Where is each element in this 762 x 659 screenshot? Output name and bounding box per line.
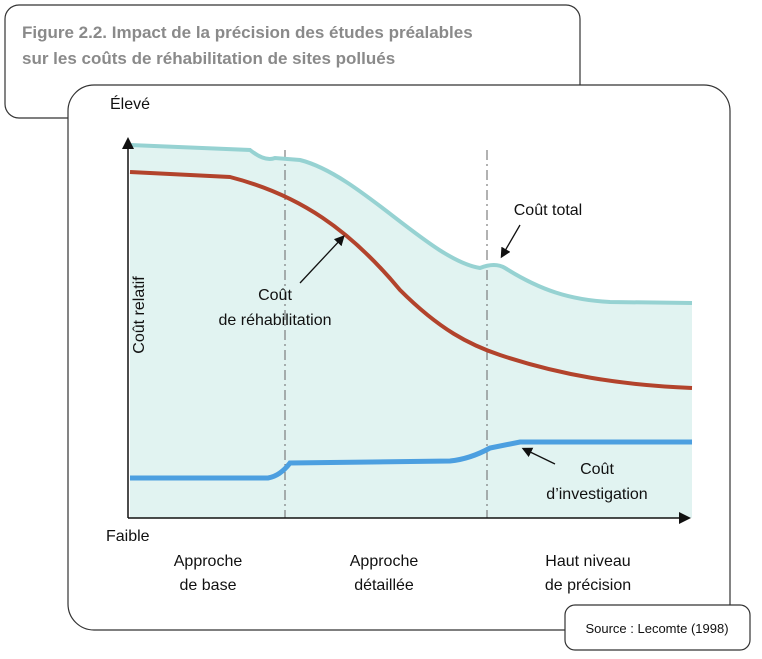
phase-label: de base [180, 577, 237, 594]
y-top: Élevé [110, 94, 150, 113]
phase-label: détaillée [354, 577, 414, 594]
rehab-curve [129, 170, 693, 390]
y-title: Coût relatif [131, 276, 148, 354]
arrow [521, 447, 556, 465]
area [130, 145, 692, 518]
phase-label: Approche [350, 553, 419, 570]
curve-label: Coût [258, 287, 292, 304]
y-bottom: Faible [106, 528, 150, 545]
investigation-curve [130, 439, 692, 481]
source-box [564, 604, 751, 651]
curve-label: Coût total [514, 202, 582, 219]
title-line: Figure 2.2. Impact de la précision des é… [22, 23, 473, 42]
phase-label: Approche [174, 553, 243, 570]
phase-label: de précision [545, 577, 631, 594]
arrow [500, 224, 521, 259]
title-line: sur les coûts de réhabilitation de sites… [22, 49, 395, 68]
curve-label: Coût [580, 461, 614, 478]
curve-label: d’investigation [546, 486, 647, 503]
total-curve [129, 143, 693, 305]
arrow [299, 235, 345, 284]
phase-label: Haut niveau [545, 553, 630, 570]
curve-label: de réhabilitation [219, 312, 332, 329]
source: Source : Lecomte (1998) [585, 621, 728, 636]
